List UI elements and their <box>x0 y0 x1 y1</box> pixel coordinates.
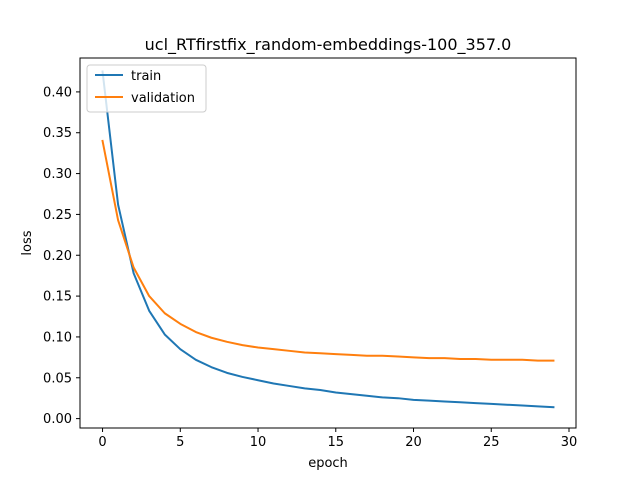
y-axis-label: loss <box>20 230 35 255</box>
plot-frame <box>79 57 577 429</box>
x-tick-label: 0 <box>98 435 106 450</box>
x-axis-ticks: 0 5 10 15 20 25 30 <box>98 428 577 450</box>
series-line-validation <box>101 139 555 362</box>
series-line-train <box>101 70 555 409</box>
x-axis-label: epoch <box>308 456 348 471</box>
x-tick-label: 25 <box>483 435 500 450</box>
x-tick-label: 15 <box>328 435 345 450</box>
x-tick-label: 20 <box>405 435 422 450</box>
y-axis-ticks: 0.00 0.05 0.10 0.15 0.20 0.25 0.30 0.35 0.40 <box>43 85 80 427</box>
y-tick-label: 0.25 <box>43 208 72 223</box>
y-tick-label: 0.30 <box>43 167 72 182</box>
legend: train validation <box>86 64 207 113</box>
x-tick-label: 30 <box>561 435 578 450</box>
y-tick-label: 0.05 <box>43 371 72 386</box>
x-tick-label: 5 <box>176 435 184 450</box>
y-tick-label: 0.10 <box>43 330 72 345</box>
legend-label-train: train <box>131 69 161 84</box>
y-tick-label: 0.00 <box>43 412 72 427</box>
x-tick-label: 10 <box>250 435 267 450</box>
series-layer <box>101 70 555 409</box>
y-tick-label: 0.20 <box>43 249 72 264</box>
y-tick-label: 0.15 <box>43 290 72 305</box>
legend-box <box>86 64 207 113</box>
y-tick-label: 0.35 <box>43 126 72 141</box>
y-tick-label: 0.40 <box>43 85 72 100</box>
chart-title: ucl_RTfirstfix_random-embeddings-100_357… <box>145 35 512 55</box>
legend-label-validation: validation <box>131 91 195 106</box>
